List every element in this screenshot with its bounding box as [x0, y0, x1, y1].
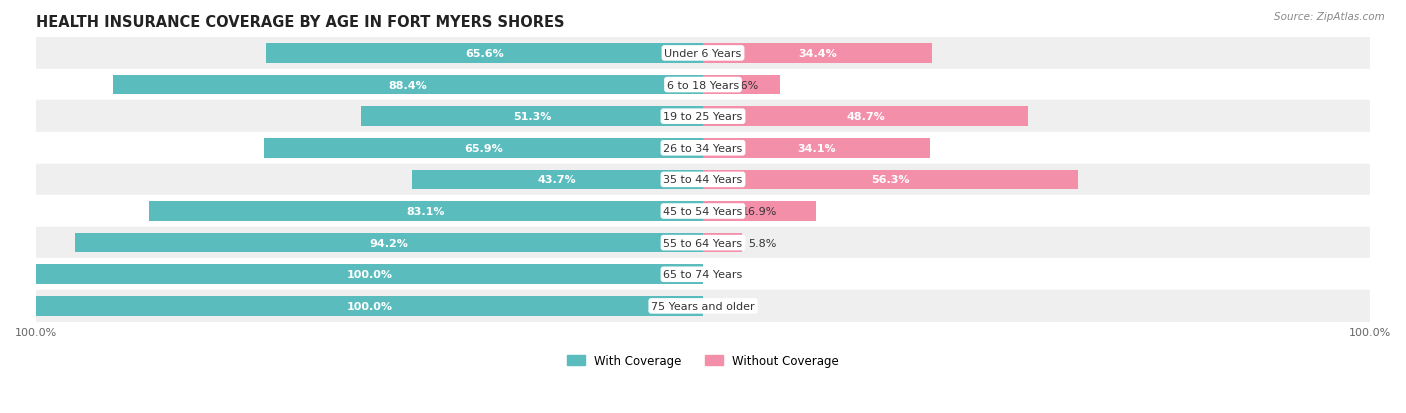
Bar	[37, 196, 1369, 227]
Text: 83.1%: 83.1%	[406, 206, 446, 216]
Text: 34.1%: 34.1%	[797, 143, 837, 153]
Bar	[37, 290, 1369, 322]
Text: 11.6%: 11.6%	[724, 81, 759, 90]
Text: 56.3%: 56.3%	[872, 175, 910, 185]
Text: 65.9%: 65.9%	[464, 143, 502, 153]
Bar	[149, 202, 703, 221]
Bar	[263, 139, 703, 158]
Text: Source: ZipAtlas.com: Source: ZipAtlas.com	[1274, 12, 1385, 22]
Bar	[703, 139, 931, 158]
Text: 65.6%: 65.6%	[465, 49, 503, 59]
Text: 65 to 74 Years: 65 to 74 Years	[664, 270, 742, 280]
Bar	[703, 76, 780, 95]
Text: HEALTH INSURANCE COVERAGE BY AGE IN FORT MYERS SHORES: HEALTH INSURANCE COVERAGE BY AGE IN FORT…	[37, 15, 565, 30]
Bar	[412, 170, 703, 190]
Text: 16.9%: 16.9%	[741, 206, 778, 216]
Text: 35 to 44 Years: 35 to 44 Years	[664, 175, 742, 185]
Text: 48.7%: 48.7%	[846, 112, 884, 122]
Text: 0.0%: 0.0%	[710, 301, 738, 311]
Bar	[703, 202, 815, 221]
Bar	[37, 69, 1369, 101]
Text: 19 to 25 Years: 19 to 25 Years	[664, 112, 742, 122]
Text: Under 6 Years: Under 6 Years	[665, 49, 741, 59]
Bar	[75, 233, 703, 253]
Text: 75 Years and older: 75 Years and older	[651, 301, 755, 311]
Bar	[37, 259, 1369, 290]
Bar	[37, 227, 1369, 259]
Text: 100.0%: 100.0%	[346, 270, 392, 280]
Bar	[114, 76, 703, 95]
Text: 5.8%: 5.8%	[748, 238, 776, 248]
Bar	[37, 164, 1369, 196]
Bar	[37, 38, 1369, 69]
Text: 88.4%: 88.4%	[389, 81, 427, 90]
Bar	[703, 170, 1078, 190]
Text: 6 to 18 Years: 6 to 18 Years	[666, 81, 740, 90]
Bar	[703, 107, 1028, 127]
Bar	[361, 107, 703, 127]
Bar	[266, 44, 703, 64]
Text: 51.3%: 51.3%	[513, 112, 551, 122]
Text: 43.7%: 43.7%	[538, 175, 576, 185]
Text: 100.0%: 100.0%	[346, 301, 392, 311]
Bar	[37, 133, 1369, 164]
Bar	[37, 101, 1369, 133]
Text: 45 to 54 Years: 45 to 54 Years	[664, 206, 742, 216]
Bar	[703, 44, 932, 64]
Bar	[37, 297, 703, 316]
Bar	[37, 265, 703, 285]
Text: 94.2%: 94.2%	[370, 238, 408, 248]
Text: 26 to 34 Years: 26 to 34 Years	[664, 143, 742, 153]
Text: 34.4%: 34.4%	[799, 49, 837, 59]
Text: 55 to 64 Years: 55 to 64 Years	[664, 238, 742, 248]
Bar	[703, 233, 742, 253]
Text: 0.0%: 0.0%	[710, 270, 738, 280]
Legend: With Coverage, Without Coverage: With Coverage, Without Coverage	[567, 354, 839, 367]
